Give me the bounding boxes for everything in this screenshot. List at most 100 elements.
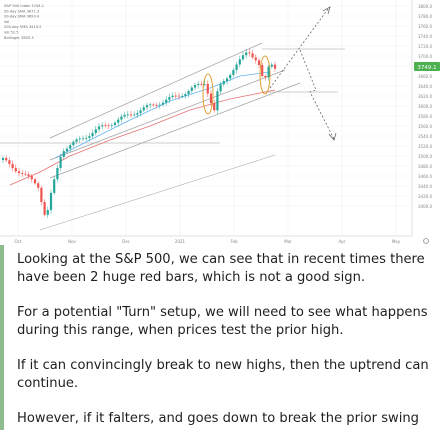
chart-settings-icon[interactable]	[423, 238, 429, 244]
price-tick-label: 3760.0	[418, 24, 432, 29]
price-tick-label: 3740.0	[418, 34, 432, 39]
candle-body	[75, 139, 78, 142]
candle-body	[104, 125, 107, 127]
time-tick-label: May	[392, 239, 401, 244]
candle-body	[225, 78, 229, 82]
current-price-tag-bg	[414, 62, 440, 71]
article-body: Looking at the S&P 500, we can see that …	[0, 245, 441, 430]
time-tick-label: Feb	[230, 239, 238, 244]
candle-body	[257, 60, 261, 66]
candle-body	[216, 91, 219, 111]
price-tick-label: 3640.0	[418, 84, 432, 89]
candle-body	[245, 52, 248, 56]
chart-drawings	[0, 6, 345, 231]
candle-body	[190, 87, 193, 91]
price-tick-label: 3780.0	[418, 14, 432, 19]
price-chart[interactable]: 3800.03780.03760.03740.03720.03700.03680…	[0, 0, 441, 245]
legend-entry: S&P 500 Index 3744.1	[4, 4, 44, 8]
legend-entry: Vol 52.5	[4, 31, 19, 35]
bullish-projection-path	[269, 8, 329, 89]
candle-body	[30, 176, 33, 180]
time-tick-label: Mar	[284, 239, 292, 244]
candle-body	[158, 104, 161, 106]
candle-body	[254, 57, 257, 61]
candle-body	[270, 64, 273, 67]
candle-body	[222, 81, 225, 85]
time-tick-label: Apr	[339, 239, 346, 244]
candle-body	[177, 95, 181, 97]
candle-body	[53, 179, 56, 193]
candle-body	[24, 173, 27, 175]
candle-body	[193, 85, 197, 88]
candle-body	[69, 145, 72, 149]
candle-body	[11, 163, 14, 169]
chart-background	[0, 0, 441, 245]
current-price-tag: 3749.1	[414, 62, 440, 71]
candle-body	[49, 192, 53, 211]
candle-body	[238, 59, 241, 65]
price-tick-label: 3660.0	[418, 74, 432, 79]
candle-body	[94, 129, 97, 134]
price-tick-label: 3460.0	[418, 174, 432, 179]
candle-body	[206, 83, 209, 94]
candle-body	[78, 138, 81, 140]
candle-body	[126, 114, 129, 116]
candle-body	[219, 84, 222, 92]
legend-entry: 200-day SMA 3419.2	[4, 25, 41, 29]
candle-body	[139, 110, 142, 114]
candle-body	[235, 64, 238, 71]
candle-body	[81, 138, 85, 140]
time-tick-label: Nov	[68, 239, 76, 244]
candle-body	[110, 124, 113, 126]
legend-entry: 50-day SMA 3671.3	[4, 9, 39, 13]
chart-grid	[0, 0, 412, 236]
candle-body	[155, 104, 158, 106]
candle-body	[120, 116, 123, 120]
price-tick-label: 3520.0	[418, 144, 432, 149]
candle-body	[209, 93, 213, 104]
candle-body	[149, 104, 152, 106]
time-axis: Oct Nov Dec 2021 Feb Mar Apr May	[15, 239, 401, 244]
moving-average-blue	[54, 71, 271, 159]
candle-body	[251, 53, 254, 58]
channel-lower-line	[49, 82, 301, 179]
price-tick-label: 3720.0	[418, 44, 432, 49]
candle-body	[213, 103, 216, 111]
candle-body	[273, 64, 277, 69]
candle-body	[184, 94, 187, 96]
candle-body	[65, 148, 69, 152]
price-tick-label: 3800.0	[418, 4, 432, 9]
candle-body	[229, 74, 232, 79]
price-tick-label: 3620.0	[418, 94, 432, 99]
candle-body	[197, 83, 200, 86]
article-paragraph-4: However, if it falters, and goes down to…	[17, 411, 419, 430]
price-tick-label: 3700.0	[418, 54, 432, 59]
candle-body	[142, 107, 145, 111]
candle-body	[171, 95, 174, 98]
article-paragraph-1: Looking at the S&P 500, we can see that …	[17, 252, 425, 285]
candle-body	[161, 102, 165, 105]
article-paragraph-3: If it can convincingly break to new high…	[17, 358, 429, 391]
legend-entry: Bollinger 3805.3	[4, 36, 34, 40]
candle-body	[174, 95, 177, 97]
candle-body	[85, 137, 88, 139]
time-tick-label: Oct	[15, 239, 22, 244]
candle-body	[145, 105, 149, 108]
price-axis: 3800.03780.03760.03740.03720.03700.03680…	[418, 4, 432, 209]
candle-body	[136, 113, 139, 115]
bearish-projection-path	[299, 49, 335, 140]
price-tick-label: 3480.0	[418, 164, 432, 169]
candle-body	[14, 168, 17, 172]
candle-body	[129, 114, 133, 116]
time-tick-label: Dec	[122, 239, 130, 244]
candle-body	[133, 114, 136, 116]
highlight-ellipse-1	[202, 73, 214, 115]
candle-body	[56, 167, 59, 180]
price-tick-label: 3580.0	[418, 114, 432, 119]
candle-body	[168, 97, 171, 100]
candle-body	[165, 99, 168, 103]
candle-body	[248, 52, 251, 54]
candle-body	[181, 95, 184, 97]
candle-body	[152, 104, 155, 106]
channel-upper-line	[49, 42, 263, 139]
